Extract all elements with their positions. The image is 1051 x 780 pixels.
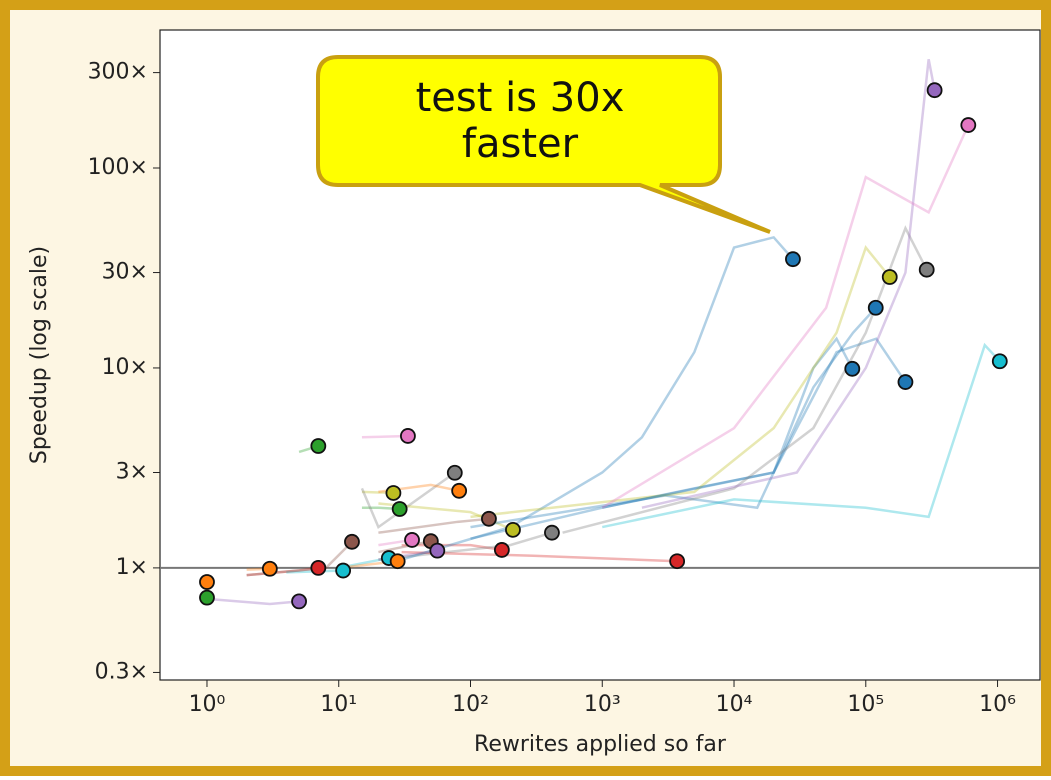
x-tick-label: 10¹ xyxy=(320,692,357,717)
x-tick-label: 10⁴ xyxy=(716,692,753,717)
run-endpoint xyxy=(344,533,360,550)
y-tick-label: 10× xyxy=(102,355,148,380)
run-line xyxy=(602,342,1001,529)
run-line xyxy=(601,124,970,509)
run-line xyxy=(378,502,514,531)
run-endpoint xyxy=(844,360,861,377)
run-endpoint xyxy=(404,532,420,548)
run-line xyxy=(641,58,936,509)
y-tick-label: 30× xyxy=(102,260,148,285)
run-line xyxy=(360,471,456,530)
run-endpoint xyxy=(867,299,884,316)
x-tick-label: 10⁶ xyxy=(979,692,1016,717)
run-line xyxy=(378,517,490,534)
run-endpoint xyxy=(446,464,463,481)
y-tick-label: 300× xyxy=(88,60,148,85)
y-tick-label: 100× xyxy=(88,155,148,180)
run-endpoint xyxy=(261,560,278,577)
y-tick-label: 3× xyxy=(116,459,148,484)
run-line xyxy=(470,245,891,519)
x-axis-label: Rewrites applied so far xyxy=(474,732,727,757)
run-line xyxy=(470,336,854,540)
annotation: test is 30x faster xyxy=(415,75,625,167)
run-line xyxy=(401,235,794,561)
run-endpoint xyxy=(291,593,307,610)
run-endpoint xyxy=(493,542,510,558)
run-line xyxy=(401,550,678,563)
run-endpoint xyxy=(389,553,406,570)
callout-bubble xyxy=(316,55,771,234)
run-endpoint xyxy=(429,542,446,559)
run-endpoint xyxy=(669,553,686,570)
run-endpoint xyxy=(918,261,935,278)
run-endpoint xyxy=(991,353,1008,370)
run-endpoint xyxy=(960,117,977,133)
run-line xyxy=(562,225,928,534)
y-tick-label: 0.3× xyxy=(95,659,148,684)
run-endpoint xyxy=(785,251,801,268)
run-endpoint xyxy=(400,428,416,444)
run-endpoint xyxy=(481,510,497,527)
run-endpoint xyxy=(897,374,914,390)
run-endpoint xyxy=(385,485,402,501)
run-endpoint xyxy=(926,82,943,99)
run-line xyxy=(378,531,553,561)
run-line xyxy=(378,539,432,554)
run-endpoint xyxy=(451,482,468,499)
run-line xyxy=(206,597,300,606)
run-endpoint xyxy=(505,521,521,538)
y-axis-label: Speedup (log scale) xyxy=(27,246,52,464)
x-tick-label: 10³ xyxy=(584,692,621,717)
run-line xyxy=(470,306,877,529)
run-endpoint xyxy=(391,501,408,517)
x-tick-label: 10⁵ xyxy=(847,692,884,717)
run-endpoint xyxy=(199,574,215,590)
run-endpoint xyxy=(310,438,327,454)
x-tick-label: 10² xyxy=(452,692,489,717)
run-endpoint xyxy=(310,559,327,576)
run-endpoint xyxy=(335,562,352,579)
x-tick-label: 10⁰ xyxy=(189,692,226,717)
y-tick-label: 1× xyxy=(116,555,148,580)
run-endpoint xyxy=(881,269,898,285)
run-line xyxy=(602,337,907,509)
run-endpoint xyxy=(199,589,215,606)
run-endpoint xyxy=(544,524,560,541)
